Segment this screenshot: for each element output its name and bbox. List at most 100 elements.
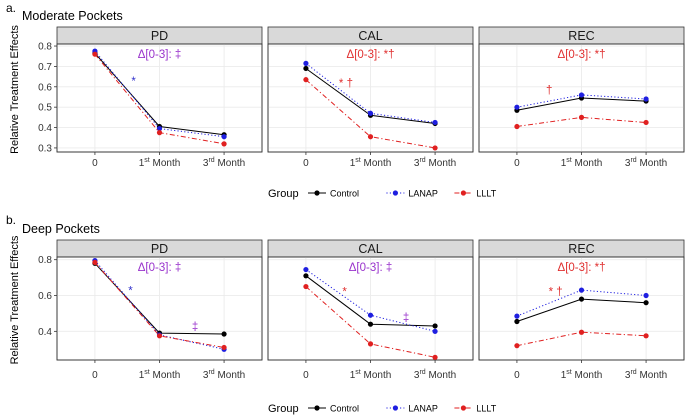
legend-key-point-lllt [460,405,466,411]
facet-annotation: Δ[0-3]: *† [558,262,606,274]
significance-mark: * † [339,78,353,90]
y-tick-label: 0.8 [38,42,52,53]
legend-entry-lanap: LANAP [408,404,438,414]
data-point-lanap [221,134,227,140]
data-point-control [367,321,374,327]
data-point-control [303,273,309,279]
data-point-lllt [514,343,520,349]
legend-key-point-control [314,190,320,196]
data-point-lllt [303,77,309,83]
x-tick-label: 3rd Month [203,369,245,381]
x-tick-label: 3rd Month [414,369,456,381]
legend: Group Control LANAP LLLT [268,188,497,200]
facet-title: CAL [358,29,382,43]
facet-pd: PD 0.3 0.4 0.5 0.6 0.7 0.8 0 1st Month 3rd Month Δ… [38,26,263,169]
legend: Group Control LANAP LLLT [268,403,497,415]
y-tick-label: 0.8 [38,255,52,266]
data-point-lllt [92,51,98,57]
x-tick-label: 1st Month [561,369,603,381]
facet-cal: CAL 0 1st Month 3rd Month Δ[0-3]: *† * † [267,26,474,169]
data-point-control [514,318,520,325]
facet-annotation: Δ[0-3]: ‡ [138,262,181,274]
facet-title: CAL [358,242,382,256]
legend-title: Group [268,188,299,200]
x-tick-label: 3rd Month [203,157,245,169]
data-point-control [643,300,649,306]
data-point-lllt [221,344,227,351]
data-point-control [578,296,585,302]
data-point-lllt [156,333,163,339]
data-point-lanap [303,266,309,273]
significance-mark: * [131,76,136,88]
x-tick-label: 0 [303,158,309,169]
legend-entry-lllt: LLLT [476,189,496,199]
data-point-lanap [643,292,649,299]
data-point-lanap [514,313,520,319]
facet-annotation: Δ[0-3]: ‡ [349,262,392,274]
facet-annotation: Δ[0-3]: ‡ [138,49,181,61]
facet-annotation: Δ[0-3]: *† [347,49,395,61]
x-tick-label: 0 [514,158,520,169]
x-tick-label: 0 [303,370,309,381]
series-line-lllt [516,116,647,127]
y-axis-label: Relative Treatment Effects [9,235,21,364]
x-tick-label: 1st Month [350,157,392,169]
data-point-lllt [156,130,163,136]
legend-entry-lllt: LLLT [476,404,496,414]
x-tick-label: 3rd Month [414,157,456,169]
significance-mark: ‡ [403,312,409,324]
y-tick-label: 0.6 [38,291,52,302]
facet-cal: CAL 0 1st Month 3rd Month Δ[0-3]: ‡ * ‡ [267,239,474,381]
legend-entry-control: Control [330,189,359,199]
x-tick-label: 0 [514,370,520,381]
y-tick-label: 0.6 [38,82,52,93]
x-tick-label: 1st Month [139,369,181,381]
facet-pd: PD 0.4 0.6 0.8 0 1st Month 3rd Month Δ[0-3]: ‡ *… [38,239,263,381]
x-tick-label: 0 [92,158,98,169]
data-point-lanap [432,119,438,126]
y-axis-label: Relative Treatment Effects [9,25,21,154]
significance-mark: † [546,85,552,97]
data-point-lllt [92,259,98,265]
data-point-control [221,331,227,337]
data-point-lllt [514,123,520,130]
facet-title: PD [151,29,168,43]
data-point-lllt [221,141,227,147]
legend-key-point-lllt [460,190,466,196]
y-tick-label: 0.4 [38,327,52,338]
x-tick-label: 3rd Month [625,369,667,381]
data-point-lllt [578,114,585,120]
data-point-lanap [514,104,520,110]
data-point-lllt [643,333,649,339]
y-tick-label: 0.7 [38,62,52,73]
data-point-lanap [367,312,374,318]
data-point-lllt [432,145,438,151]
significance-mark: * † [549,287,563,299]
data-point-lanap [432,328,438,334]
y-tick-label: 0.4 [38,123,52,134]
data-point-lllt [432,354,438,360]
data-point-lanap [578,287,585,293]
data-point-lanap [578,92,585,98]
significance-mark: ‡ [192,321,198,333]
legend-key-point-lanap [392,190,398,196]
significance-mark: * [342,287,347,299]
facet-title: REC [568,29,594,43]
x-tick-label: 0 [92,370,98,381]
data-point-control [432,323,438,329]
facet-rec: REC 0 1st Month 3rd Month Δ[0-3]: *† † [478,26,685,169]
facet-title: PD [151,242,168,256]
legend-title: Group [268,403,299,415]
legend-key-point-control [314,405,320,411]
series-line-lanap [516,289,647,317]
chart-title: Deep Pockets [22,222,100,236]
data-point-lanap [303,60,309,66]
legend-entry-lanap: LANAP [408,189,438,199]
data-point-lanap [643,96,649,102]
legend-key-point-lanap [392,405,398,411]
panel-label: a. [6,1,16,15]
facet-rec: REC 0 1st Month 3rd Month Δ[0-3]: *† * † [478,239,685,381]
